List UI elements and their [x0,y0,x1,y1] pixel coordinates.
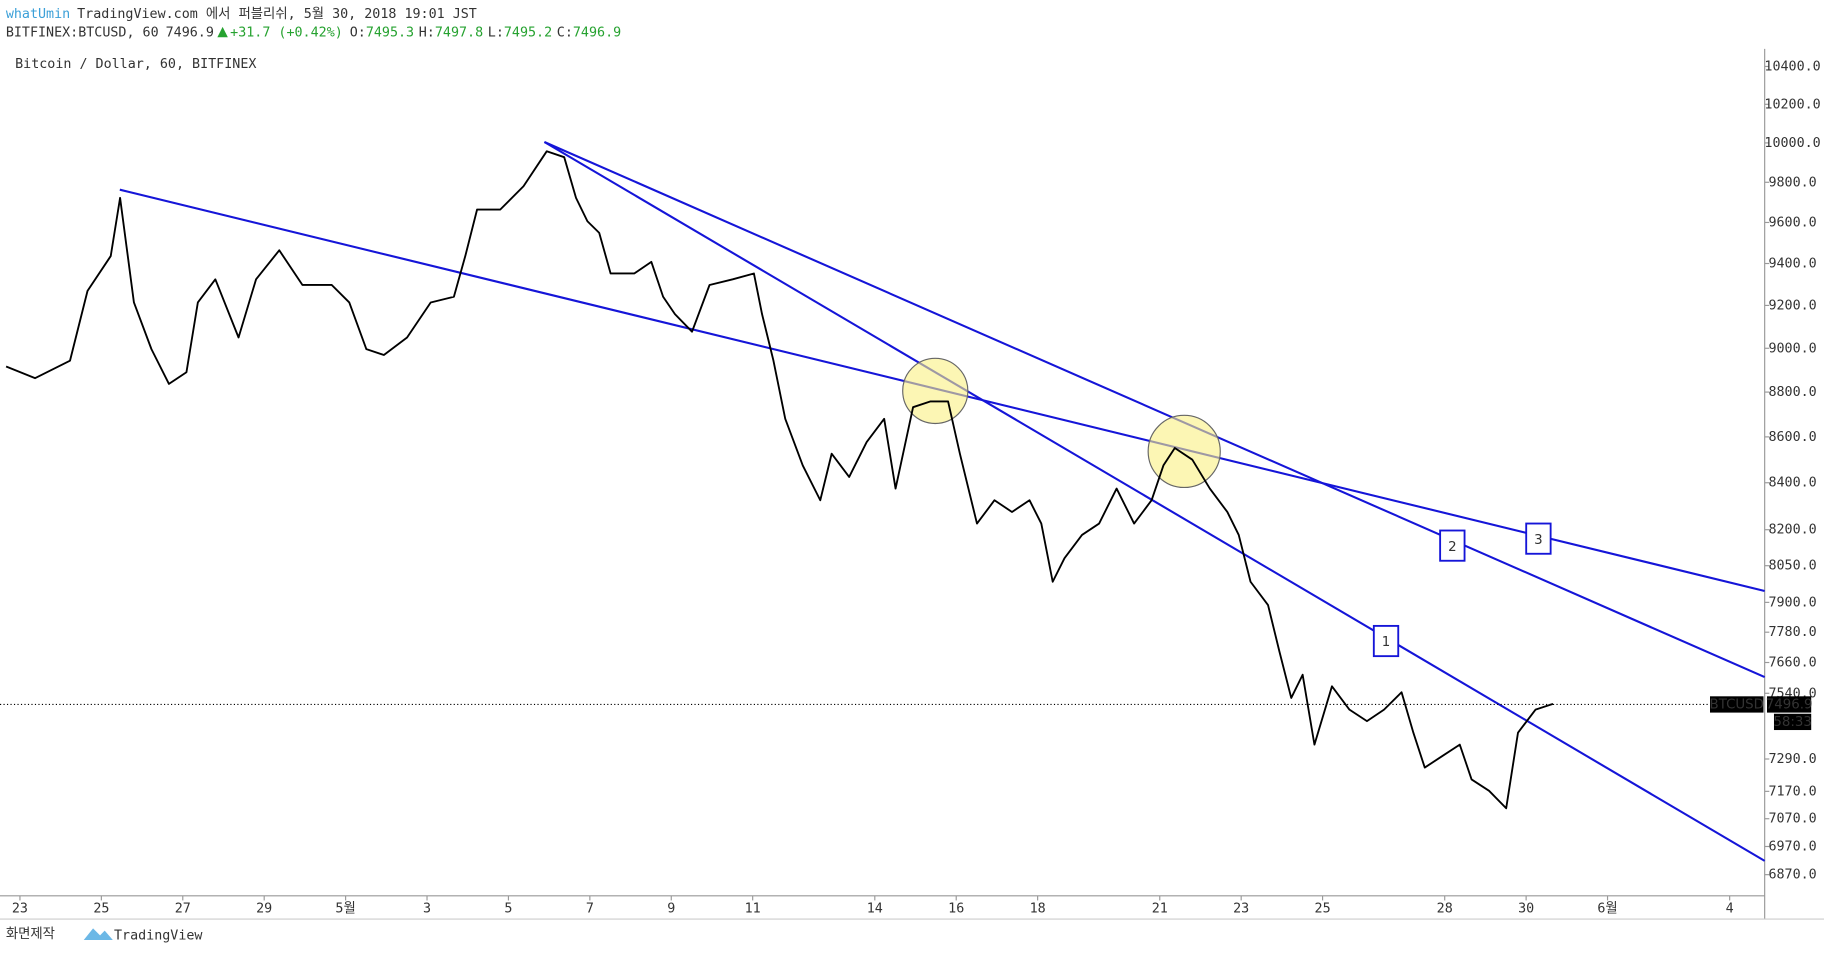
x-tick-label: 29 [256,902,272,917]
drawings [119,141,1766,862]
ohlc-label: O: [350,26,366,41]
y-tick-label: 8800.0 [1768,385,1816,400]
x-tick-label: 25 [93,902,109,917]
y-tick-label: 7170.0 [1768,784,1816,799]
last-price: 7496.9 [166,26,214,41]
ohlc-label: C: [557,26,573,41]
x-tick-label: 21 [1152,902,1168,917]
ohlc-value: 7495.3 [366,26,414,41]
x-tick-label: 16 [948,902,964,917]
highlight-circle [1147,414,1221,489]
symbol: BITFINEX:BTCUSD, 60 [6,26,159,41]
x-tick-label: 14 [867,902,883,917]
countdown: 58:33 [1773,715,1811,730]
price-tag: 7496.9 [1766,697,1813,712]
publish-line: whatUmin TradingView.com 에서 퍼블리쉬, 5월 30, … [6,6,477,22]
ohlc-value: 7497.8 [435,26,483,41]
series-tag-box [1710,696,1764,713]
x-tick-label: 7 [586,902,594,917]
annotation-label: 2 [1448,540,1457,555]
footer-brand[interactable]: TradingView [114,928,203,943]
x-tick-label: 27 [175,902,191,917]
legend-title: Bitcoin / Dollar, 60, BITFINEX [15,57,256,72]
y-tick-label: 6970.0 [1768,839,1816,854]
ohlc-label: L: [488,26,504,41]
y-tick-label: 7780.0 [1768,625,1816,640]
y-tick-label: 8200.0 [1768,523,1816,538]
x-tick-label: 5 [504,902,512,917]
y-tick-label: 10400.0 [1764,59,1820,74]
y-tick-label: 7660.0 [1768,656,1816,671]
annotation-box [1372,624,1400,658]
highlight-circle [902,357,969,425]
author[interactable]: whatUmin [6,7,70,22]
symbol-line: BITFINEX:BTCUSD, 60 7496.9 +31.7 (+0.42%) O… [6,26,621,41]
x-tick-label: 28 [1437,902,1453,917]
y-tick-label: 10200.0 [1764,97,1820,112]
y-tick-label: 8050.0 [1768,559,1816,574]
x-tick-label: 3 [423,902,431,917]
x-tick-label: 23 [12,902,28,917]
publish-info: TradingView.com 에서 퍼블리쉬, 5월 30, 2018 19:… [77,6,477,22]
countdown-box [1773,713,1812,731]
y-tick-label: 9000.0 [1768,341,1816,356]
y-tick-label: 8400.0 [1768,476,1816,491]
price-tag-box [1767,696,1812,713]
y-tick-label: 8600.0 [1768,430,1816,445]
brand-logo [83,928,113,940]
y-tick-label: 9600.0 [1768,215,1816,230]
footer: 화면제작 TradingView [6,926,204,943]
annotation-box [1525,522,1552,555]
annotation-label: 3 [1534,533,1543,548]
y-tick-label: 7070.0 [1768,812,1816,827]
x-tick-label: 30 [1518,902,1534,917]
x-tick-label: 25 [1315,902,1331,917]
trend-line [543,141,1766,679]
series-tag: BTCUSD [1710,697,1764,712]
ohlc-value: 7496.9 [573,26,621,41]
y-tick-label: 9400.0 [1768,257,1816,272]
y-tick-label: 9200.0 [1768,298,1816,313]
x-tick-label: 23 [1233,902,1249,917]
x-tick-label: 5월 [335,901,355,917]
y-tick-label: 7900.0 [1768,595,1816,610]
up-arrow [217,26,228,38]
x-tick-label: 11 [745,902,761,917]
footer-caption: 화면제작 [6,926,55,942]
price-line [5,150,1554,810]
annotation-box [1439,529,1466,562]
x-tick-label: 4 [1726,902,1734,917]
x-tick-label: 9 [667,902,675,917]
change: +31.7 (+0.42%) [230,26,343,41]
ohlc-value: 7495.2 [504,26,552,41]
y-tick-label: 7290.0 [1768,752,1816,767]
annotation-label: 1 [1382,635,1391,650]
y-tick-label: 10000.0 [1764,136,1820,151]
ohlc-label: H: [419,26,435,41]
trend-line [543,141,1766,862]
y-tick-label: 6870.0 [1768,868,1816,883]
x-tick-label: 18 [1030,902,1046,917]
y-tick-label: 9800.0 [1768,175,1816,190]
x-tick-label: 6월 [1597,901,1617,917]
